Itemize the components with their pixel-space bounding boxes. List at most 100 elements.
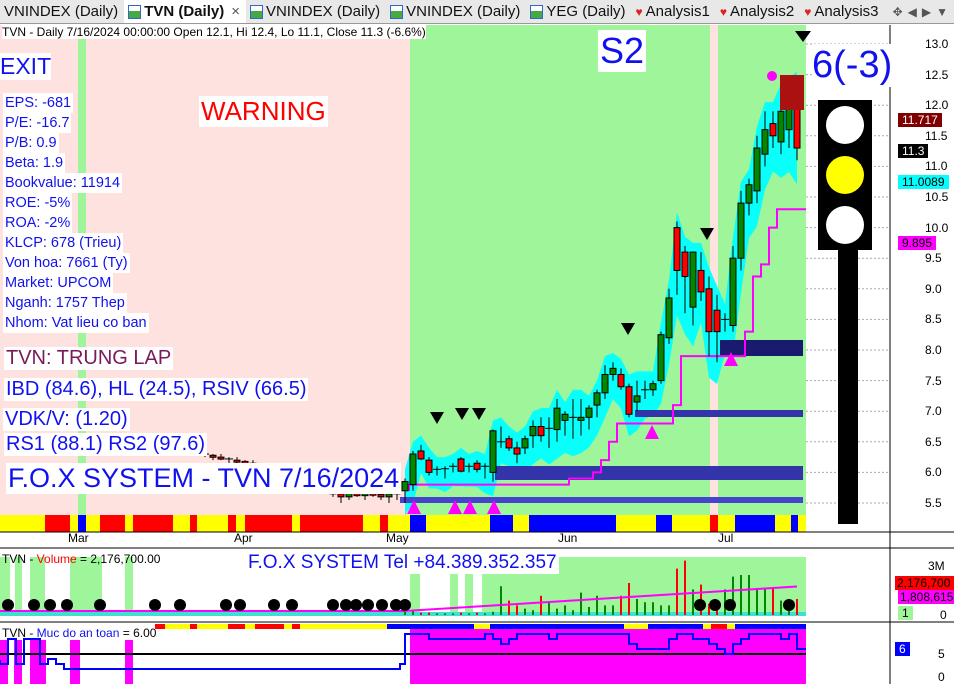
safety-line: [0, 633, 806, 670]
trailing-stop-line: [405, 208, 806, 491]
support-zone: [635, 410, 803, 417]
trend-strip-segment: [0, 515, 45, 532]
tab-vnindex-2[interactable]: VNINDEX (Daily): [246, 0, 386, 23]
candle: [417, 450, 425, 460]
buy-triangle-icon: [407, 500, 421, 514]
price-tick: 6.5: [925, 434, 942, 449]
trend-strip-segment: [426, 515, 490, 532]
safety-fill: [125, 640, 133, 684]
tab-menu-icon[interactable]: ▼: [936, 4, 948, 19]
support-zone: [720, 340, 803, 356]
safety-strip-segment: [474, 624, 490, 629]
safety-strip-segment: [703, 624, 711, 629]
tab-label: YEG (Daily): [546, 3, 626, 20]
safety-strip-segment: [624, 624, 648, 629]
candle: [577, 416, 585, 421]
tab-analysis3[interactable]: ♥ Analysis3: [800, 0, 884, 23]
candle: [657, 334, 665, 382]
price-tick: 11.5: [925, 128, 948, 143]
volume-signal-dot: [268, 599, 280, 611]
candle: [505, 438, 513, 449]
pb: P/B: 0.9: [3, 133, 59, 153]
fundamentals-panel: EPS: -681 P/E: -16.7 P/B: 0.9 Beta: 1.9 …: [3, 93, 149, 333]
status-label: TVN: TRUNG LAP: [4, 347, 174, 370]
volume-signal-dot: [234, 599, 246, 611]
safety-strip-segment: [727, 624, 735, 629]
stop-tag: 9.895: [898, 236, 937, 250]
safety-fill: [30, 640, 46, 684]
candle: [209, 454, 217, 458]
safety-strip-segment: [292, 624, 300, 629]
analysis-icon: ♥: [635, 4, 643, 19]
price-tick: 13.0: [925, 37, 949, 51]
tab-vnindex-1[interactable]: VNINDEX (Daily): [0, 0, 124, 23]
trend-strip-segment: [45, 515, 70, 532]
trend-strip-segment: [173, 515, 190, 532]
tab-vnindex-3[interactable]: VNINDEX (Daily): [386, 0, 526, 23]
candle: [761, 129, 769, 155]
volume-baseline: [0, 612, 806, 616]
trend-strip-segment: [616, 515, 656, 532]
candle: [513, 447, 521, 455]
trend-strip-segment: [735, 515, 775, 532]
volume-signal-dot: [174, 599, 186, 611]
volume-signal-dot: [399, 599, 411, 611]
safety-strip-segment: [190, 624, 197, 629]
buy-triangle-icon: [463, 500, 477, 514]
volume-title-name: Volume: [36, 552, 77, 566]
trend-strip-segment: [363, 515, 380, 532]
safety-title: TVN - Muc do an toan = 6.00: [2, 626, 156, 640]
candle: [601, 373, 609, 394]
date-mar: Mar: [68, 531, 89, 545]
candle: [561, 413, 569, 421]
resistance-box: [780, 75, 804, 110]
volume-title-value: = 2,176,700.00: [76, 552, 161, 566]
volume-flag-tag: 1: [898, 606, 913, 620]
safety-tick-0: 0: [938, 670, 945, 684]
volume-signal-dot: [694, 599, 706, 611]
tab-yeg[interactable]: YEG (Daily): [526, 0, 631, 23]
beta: Beta: 1.9: [3, 153, 66, 173]
marker-dot: [767, 71, 777, 81]
candle: [529, 426, 537, 437]
price-tick: 9.5: [925, 251, 942, 266]
indicator-line-1: IBD (84.6), HL (24.5), RSIV (66.5): [4, 378, 309, 401]
trend-strip-segment: [529, 515, 616, 532]
scroll-right-icon[interactable]: ▶: [921, 4, 932, 19]
buy-triangle-icon: [724, 352, 738, 366]
price-tick: 10.5: [925, 190, 949, 204]
tab-tvn[interactable]: TVN (Daily) ×: [124, 0, 246, 23]
tab-analysis1[interactable]: ♥ Analysis1: [632, 0, 716, 23]
trend-strip-segment: [100, 515, 125, 532]
sell-triangle-icon: [430, 412, 444, 424]
light-bottom: [826, 206, 864, 244]
scroll-left-icon[interactable]: ◀: [907, 4, 917, 19]
chart-icon: [249, 4, 263, 19]
volume-zone: [410, 557, 420, 615]
safety-strip-segment: [735, 624, 806, 629]
volume-tag: 2,176,700: [895, 576, 954, 590]
trend-strip-segment: [513, 515, 529, 532]
trend-strip-segment: [388, 515, 410, 532]
traffic-light-pole: [838, 250, 858, 524]
candle: [697, 269, 705, 293]
move-icon[interactable]: ✥: [892, 4, 903, 19]
trend-strip-segment: [300, 515, 363, 532]
safety-title-prefix: TVN -: [2, 626, 37, 640]
close-icon[interactable]: ×: [231, 3, 240, 20]
safety-strip-segment: [648, 624, 703, 629]
sell-triangle-icon: [472, 408, 486, 420]
trend-strip-segment: [292, 515, 300, 532]
trend-strip-segment: [125, 515, 133, 532]
sell-triangle-icon: [700, 228, 714, 240]
price-tick: 7.5: [925, 373, 942, 388]
price-tick: 12.5: [925, 67, 949, 82]
chart-icon: [128, 4, 142, 19]
tab-analysis2[interactable]: ♥ Analysis2: [716, 0, 800, 23]
safety-strip-segment: [711, 624, 727, 629]
safety-tick-5: 5: [938, 647, 945, 661]
pe: P/E: -16.7: [3, 113, 72, 133]
volume-title-prefix: TVN -: [2, 552, 37, 566]
tab-bar: VNINDEX (Daily) TVN (Daily) × VNINDEX (Da…: [0, 0, 954, 24]
safety-tag: 6: [895, 642, 910, 656]
